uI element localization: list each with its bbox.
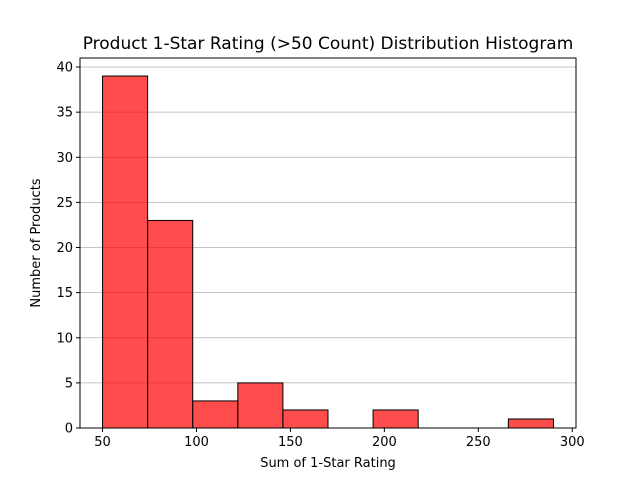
- y-tick-label-3: 15: [56, 286, 73, 301]
- plot-frame: [79, 57, 577, 429]
- x-tick-label-0: 50: [94, 435, 111, 450]
- x-tick-label-3: 200: [372, 435, 397, 450]
- x-axis-ticks: 50 100 150 200 250 300: [94, 428, 585, 450]
- histogram-bar-3: [237, 382, 284, 429]
- histogram-bar-6: [372, 409, 419, 429]
- x-tick-label-4: 250: [466, 435, 491, 450]
- y-tick-label-7: 35: [56, 106, 73, 121]
- y-gridlines: [80, 66, 576, 384]
- histogram-bar-0: [102, 75, 149, 429]
- histogram-bar-1: [147, 219, 194, 429]
- histogram-bar-2: [192, 400, 239, 429]
- y-tick-label-1: 5: [65, 376, 73, 391]
- histogram-bar-4: [282, 409, 329, 429]
- y-tick-label-8: 40: [56, 61, 73, 76]
- y-tick-label-5: 25: [56, 196, 73, 211]
- y-axis-label: Number of Products: [29, 178, 44, 307]
- y-tick-label-4: 20: [56, 241, 73, 256]
- x-tick-label-5: 300: [560, 435, 585, 450]
- chart-title: Product 1-Star Rating (>50 Count) Distri…: [83, 34, 574, 54]
- y-tick-label-6: 30: [56, 151, 73, 166]
- histogram-bar-9: [507, 418, 554, 429]
- x-tick-label-1: 100: [184, 435, 209, 450]
- histogram-bars: [102, 75, 554, 429]
- x-tick-label-2: 150: [278, 435, 303, 450]
- y-axis-ticks: 0 5 10 15 20 25 30 35 40: [56, 61, 80, 437]
- y-tick-label-0: 0: [65, 422, 73, 437]
- y-tick-label-2: 10: [56, 331, 73, 346]
- x-axis-label: Sum of 1-Star Rating: [260, 456, 396, 471]
